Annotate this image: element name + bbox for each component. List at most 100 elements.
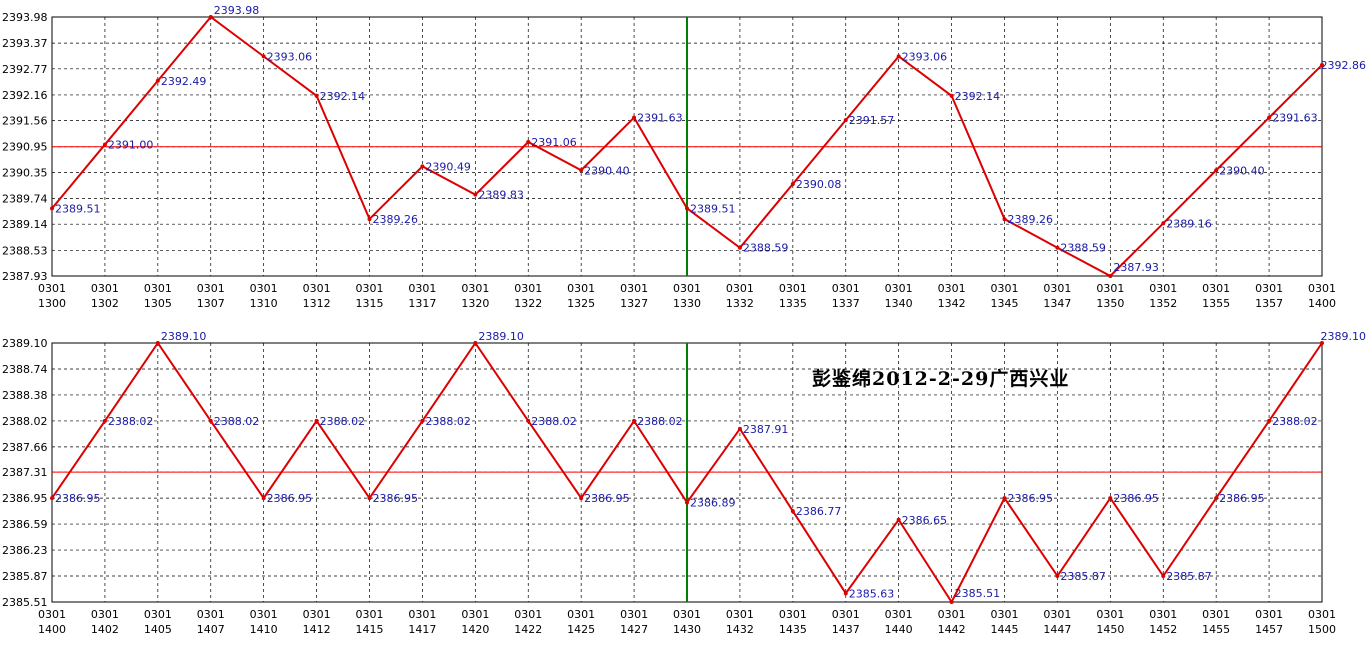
- bottom-x-tick-label: 0301: [91, 608, 119, 621]
- top-data-point: [1161, 221, 1166, 226]
- top-data-label: 2393.06: [902, 50, 948, 63]
- top-y-tick-label: 2393.37: [2, 37, 48, 50]
- bottom-data-point: [526, 418, 531, 423]
- bottom-x-tick-label: 1430: [673, 623, 701, 636]
- top-data-label: 2392.49: [161, 75, 207, 88]
- bottom-x-tick-label: 0301: [461, 608, 489, 621]
- bottom-x-tick-label: 0301: [356, 608, 384, 621]
- top-x-tick-label: 0301: [885, 282, 913, 295]
- top-data-label: 2390.40: [1219, 164, 1265, 177]
- top-x-tick-label: 1322: [514, 297, 542, 310]
- bottom-x-tick-label: 1435: [779, 623, 807, 636]
- top-x-tick-label: 0301: [991, 282, 1019, 295]
- bottom-data-label: 2385.51: [955, 587, 1001, 600]
- top-y-tick-label: 2391.56: [2, 115, 48, 128]
- bottom-x-tick-label: 1425: [567, 623, 595, 636]
- bottom-y-tick-label: 2387.66: [2, 441, 48, 454]
- bottom-x-tick-label: 1407: [197, 623, 225, 636]
- bottom-x-tick-label: 0301: [567, 608, 595, 621]
- top-data-point: [261, 54, 266, 59]
- bottom-data-point: [1055, 574, 1060, 579]
- top-x-tick-label: 1330: [673, 297, 701, 310]
- top-x-tick-label: 0301: [1202, 282, 1230, 295]
- chart-annotation: 彭鉴绵2012-2-29广西兴业: [812, 368, 1070, 390]
- bottom-y-tick-label: 2385.87: [2, 570, 48, 583]
- top-data-label: 2389.51: [55, 202, 101, 215]
- bottom-x-tick-label: 1405: [144, 623, 172, 636]
- bottom-data-point: [1002, 496, 1007, 501]
- top-data-label: 2389.26: [1008, 213, 1054, 226]
- bottom-data-point: [1214, 496, 1219, 501]
- top-x-tick-label: 0301: [1096, 282, 1124, 295]
- top-data-label: 2390.40: [584, 164, 630, 177]
- top-x-tick-label: 1347: [1043, 297, 1071, 310]
- bottom-data-label: 2389.10: [478, 330, 524, 343]
- bottom-data-point: [1267, 418, 1272, 423]
- bottom-y-tick-label: 2389.10: [2, 337, 48, 350]
- bottom-data-label: 2385.87: [1060, 570, 1106, 583]
- top-x-tick-label: 0301: [832, 282, 860, 295]
- bottom-data-point: [896, 517, 901, 522]
- top-x-tick-label: 1332: [726, 297, 754, 310]
- bottom-x-tick-label: 0301: [779, 608, 807, 621]
- top-x-tick-label: 1327: [620, 297, 648, 310]
- bottom-x-tick-label: 0301: [673, 608, 701, 621]
- bottom-data-label: 2388.02: [637, 415, 683, 428]
- bottom-x-tick-label: 0301: [620, 608, 648, 621]
- bottom-x-tick-label: 1455: [1202, 623, 1230, 636]
- top-x-tick-label: 0301: [408, 282, 436, 295]
- bottom-x-tick-label: 0301: [938, 608, 966, 621]
- top-data-label: 2392.14: [955, 90, 1001, 103]
- bottom-x-tick-label: 1432: [726, 623, 754, 636]
- bottom-x-tick-label: 0301: [1308, 608, 1336, 621]
- top-data-label: 2388.59: [743, 242, 789, 255]
- bottom-data-point: [314, 418, 319, 423]
- top-x-tick-label: 1302: [91, 297, 119, 310]
- bottom-x-tick-label: 0301: [1043, 608, 1071, 621]
- bottom-x-tick-label: 0301: [1149, 608, 1177, 621]
- bottom-data-label: 2386.89: [690, 496, 736, 509]
- top-x-tick-label: 0301: [250, 282, 278, 295]
- bottom-x-tick-label: 0301: [1096, 608, 1124, 621]
- top-y-tick-label: 2390.35: [2, 166, 48, 179]
- top-x-tick-label: 1340: [885, 297, 913, 310]
- top-x-tick-label: 1317: [408, 297, 436, 310]
- top-x-tick-label: 1400: [1308, 297, 1336, 310]
- top-x-tick-label: 1335: [779, 297, 807, 310]
- top-x-tick-label: 0301: [356, 282, 384, 295]
- bottom-data-point: [420, 418, 425, 423]
- top-data-point: [314, 93, 319, 98]
- bottom-data-label: 2389.10: [1321, 330, 1366, 343]
- bottom-data-label: 2386.95: [584, 492, 630, 505]
- bottom-data-point: [367, 496, 372, 501]
- bottom-x-tick-label: 0301: [1255, 608, 1283, 621]
- top-y-tick-label: 2392.77: [2, 63, 48, 76]
- top-x-tick-label: 1352: [1149, 297, 1177, 310]
- top-x-tick-label: 0301: [144, 282, 172, 295]
- bottom-x-tick-label: 0301: [303, 608, 331, 621]
- bottom-x-tick-label: 1450: [1096, 623, 1124, 636]
- bottom-x-tick-label: 1445: [991, 623, 1019, 636]
- bottom-x-tick-label: 1412: [303, 623, 331, 636]
- top-data-label: 2392.86: [1321, 59, 1366, 72]
- bottom-data-point: [790, 509, 795, 514]
- top-data-point: [843, 118, 848, 123]
- bottom-data-label: 2388.02: [214, 415, 260, 428]
- bottom-x-tick-label: 0301: [991, 608, 1019, 621]
- bottom-x-tick-label: 1447: [1043, 623, 1071, 636]
- top-data-label: 2390.08: [796, 178, 842, 191]
- top-x-tick-label: 1312: [303, 297, 331, 310]
- top-data-point: [1267, 115, 1272, 120]
- top-x-tick-label: 0301: [514, 282, 542, 295]
- bottom-x-tick-label: 0301: [726, 608, 754, 621]
- top-data-label: 2388.59: [1060, 242, 1106, 255]
- top-y-tick-label: 2392.16: [2, 89, 48, 102]
- bottom-data-label: 2386.95: [1008, 492, 1054, 505]
- top-x-tick-label: 0301: [620, 282, 648, 295]
- top-x-tick-label: 1355: [1202, 297, 1230, 310]
- bottom-data-label: 2385.63: [849, 587, 895, 600]
- bottom-data-label: 2387.91: [743, 423, 789, 436]
- top-x-tick-label: 0301: [1255, 282, 1283, 295]
- top-data-point: [155, 78, 160, 83]
